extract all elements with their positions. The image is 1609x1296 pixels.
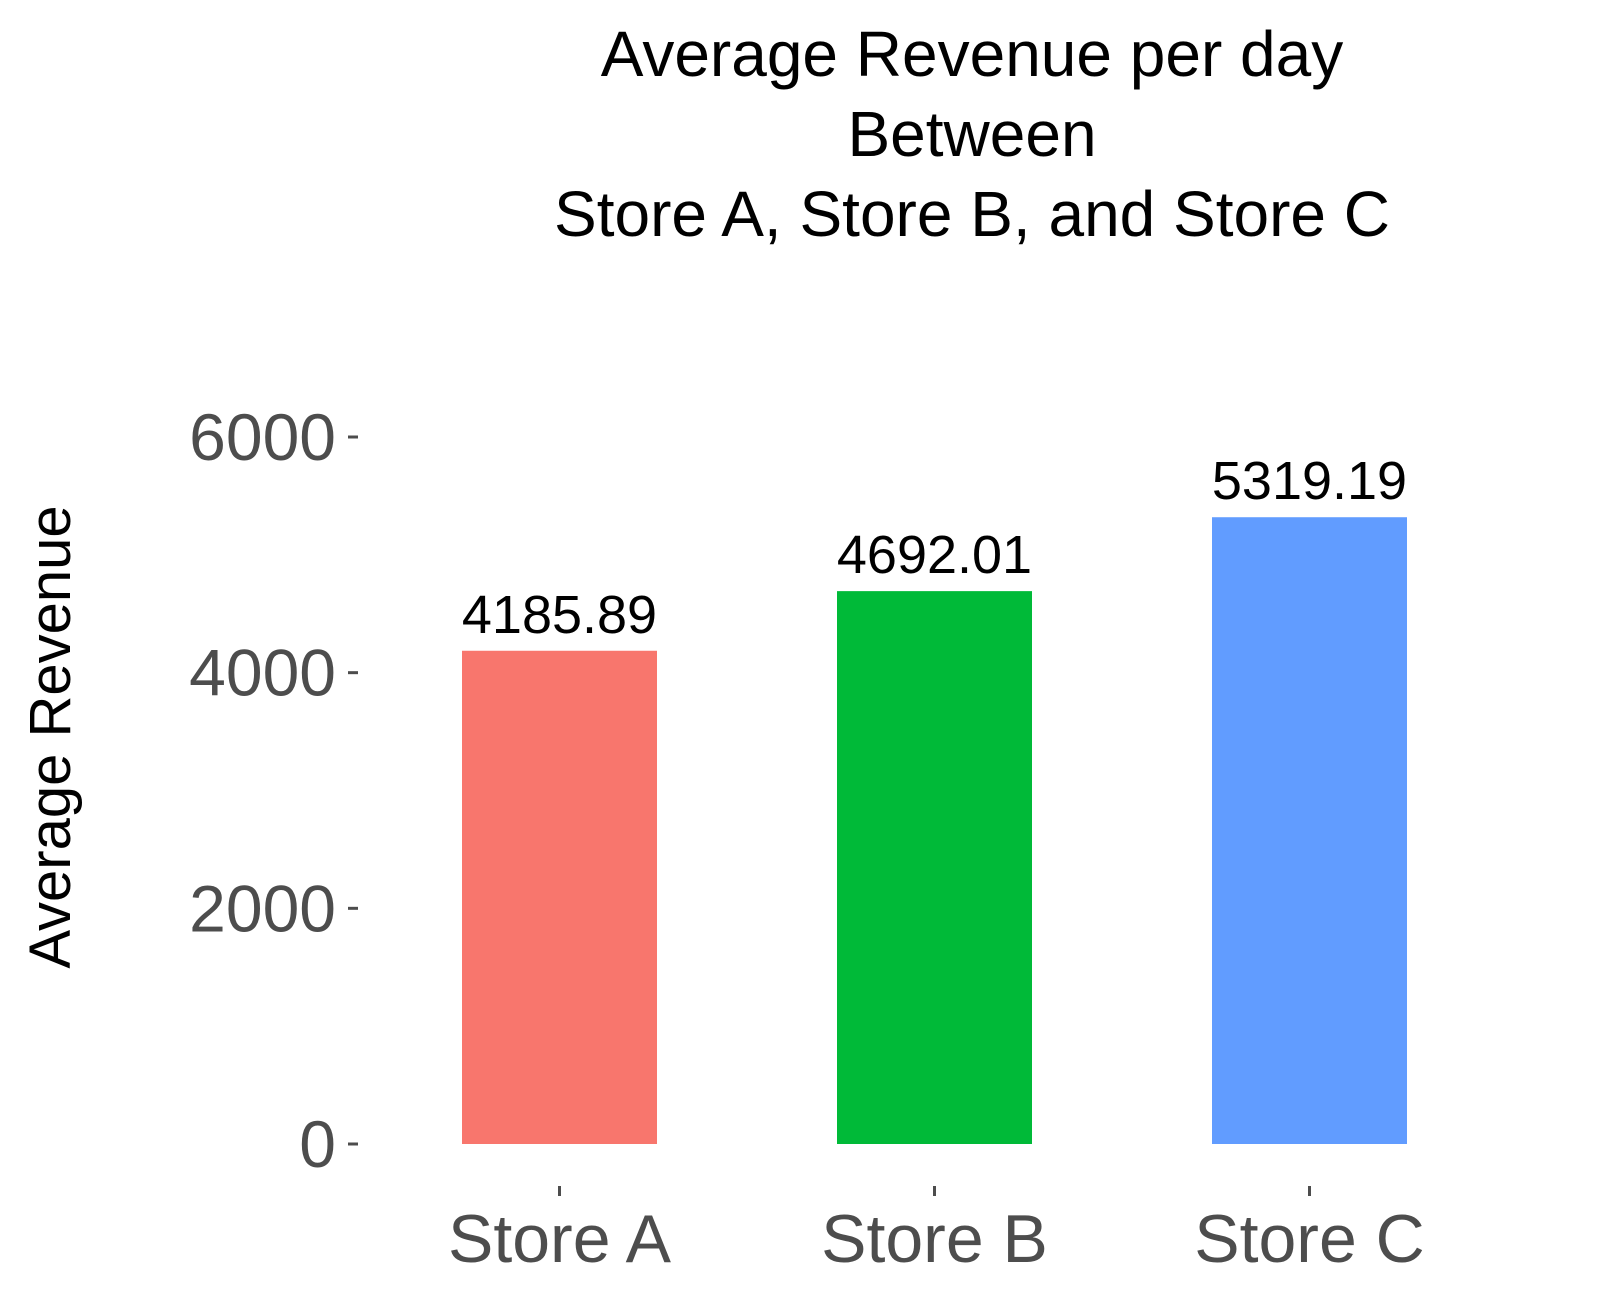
bar-value-label: 4692.01 — [837, 525, 1032, 585]
chart-title-line-2: Between — [847, 98, 1096, 170]
y-tick-label: 6000 — [189, 400, 336, 474]
x-axis: Store A Store B Store C — [448, 1186, 1425, 1277]
chart-title-line-1: Average Revenue per day — [601, 18, 1343, 90]
bar-store-c — [1212, 517, 1407, 1144]
y-axis: 0 2000 4000 6000 — [189, 400, 358, 1181]
chart-title-line-3: Store A, Store B, and Store C — [554, 178, 1390, 250]
y-tick-label: 0 — [299, 1107, 336, 1181]
chart-title: Average Revenue per day Between Store A,… — [554, 18, 1390, 250]
bar-value-label: 5319.19 — [1212, 451, 1407, 511]
bar-store-b — [837, 591, 1032, 1144]
y-tick-label: 4000 — [189, 636, 336, 710]
x-tick-label: Store A — [448, 1201, 672, 1277]
x-tick-label: Store B — [821, 1201, 1048, 1277]
y-axis-label: Average Revenue — [18, 505, 83, 968]
bar-store-a — [462, 650, 657, 1144]
y-tick-label: 2000 — [189, 871, 336, 945]
bar-series: 4185.89 4692.01 5319.19 — [462, 451, 1407, 1144]
x-tick-label: Store C — [1194, 1201, 1425, 1277]
bar-value-label: 4185.89 — [462, 585, 657, 645]
